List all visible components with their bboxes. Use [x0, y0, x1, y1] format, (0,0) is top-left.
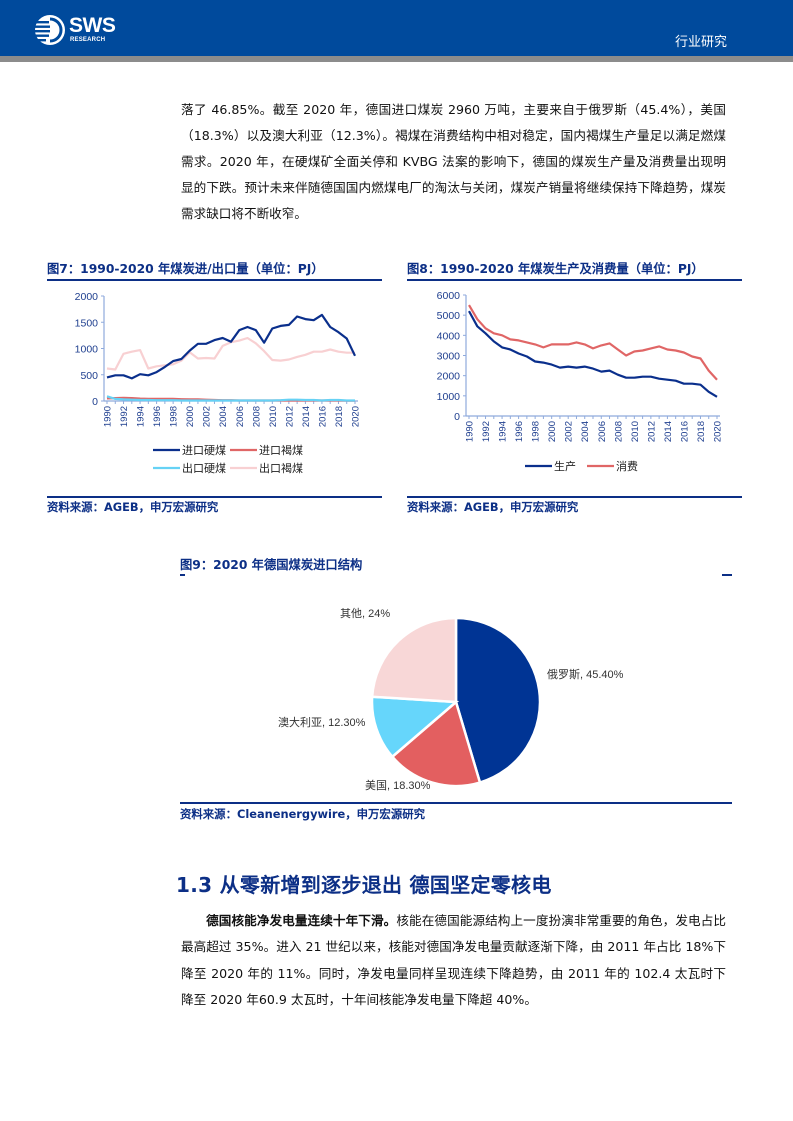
y-tick-label: 1000: [437, 391, 461, 403]
x-tick-label: 2000: [547, 421, 558, 442]
pie-label: 其他, 24%: [340, 607, 390, 620]
section-body-text: 核能在德国能源结构上一度扮演非常重要的角色，发电占比最高超过 35%。进入 21…: [181, 913, 727, 1007]
figure7-source-rule: [47, 496, 382, 498]
figure7-source: 资料来源：AGEB，申万宏源研究: [47, 500, 219, 514]
intro-text: 落了 46.85%。截至 2020 年，德国进口煤炭 2960 万吨，主要来自于…: [181, 102, 726, 221]
figure8-source: 资料来源：AGEB，申万宏源研究: [407, 500, 579, 514]
figure8-title-rule: [407, 279, 742, 281]
x-tick-label: 2008: [613, 421, 624, 442]
x-tick-label: 2004: [218, 406, 229, 427]
series-line: [468, 304, 718, 381]
pie-slice: [454, 616, 542, 785]
report-category: 行业研究: [674, 35, 727, 50]
figure9-title: 图9：2020 年德国煤炭进口结构: [180, 558, 363, 572]
x-tick-label: 2014: [301, 406, 312, 427]
figure9-rule-left: [180, 574, 185, 576]
logo-text: SWS: [69, 14, 116, 37]
x-tick-label: 2008: [251, 406, 262, 427]
series-line: [106, 313, 356, 380]
figure7-line-chart: 0 500 1000 1500 2000 1990 1992 1994 1996 1998 2000…: [75, 291, 362, 475]
x-tick-label: 2004: [580, 421, 591, 442]
figure9-source-rule: [180, 802, 732, 804]
header-stripe: [0, 56, 793, 62]
y-tick-label: 500: [80, 370, 98, 382]
x-tick-label: 2014: [663, 421, 674, 442]
x-tick-label: 1992: [119, 406, 130, 427]
figure7-chart: 0 500 1000 1500 2000 1990 1992 1994 1996 1998 2000…: [47, 285, 382, 494]
x-tick-label: 1994: [498, 421, 509, 442]
y-tick-label: 0: [92, 396, 98, 408]
pie-label: 美国, 18.30%: [365, 779, 431, 792]
pie-label: 澳大利亚, 12.30%: [278, 715, 366, 729]
series-line: [106, 395, 355, 402]
y-tick-label: 6000: [437, 290, 461, 302]
sws-logo-icon: [33, 15, 65, 45]
x-tick-label: 2016: [679, 421, 690, 442]
figure9-pie-chart: 俄罗斯, 45.40% 美国, 18.30% 澳大利亚, 12.30% 其他, 24%: [278, 607, 624, 792]
x-tick-label: 2020: [713, 421, 724, 442]
y-tick-label: 1000: [75, 344, 99, 356]
pie-label: 俄罗斯, 45.40%: [547, 668, 624, 681]
y-tick-label: 2000: [437, 371, 461, 383]
x-tick-label: 1996: [152, 406, 163, 427]
legend-label: 生产: [554, 459, 576, 473]
figure8-chart: 0 1000 2000 3000 4000 5000 6000 1990 1992 1994 199…: [407, 285, 742, 494]
sws-logo: SWS RESEARCH: [33, 13, 123, 47]
figure9-rule-right: [722, 574, 732, 576]
x-tick-label: 1998: [531, 421, 542, 442]
page-header: SWS RESEARCH 行业研究: [0, 0, 793, 56]
x-tick-label: 2018: [696, 421, 707, 442]
pie-slice: [390, 699, 482, 788]
pie-slice: [370, 695, 460, 759]
legend-label: 消费: [616, 459, 638, 473]
x-tick-label: 2018: [334, 406, 345, 427]
legend-label: 进口褐煤: [259, 443, 303, 457]
y-tick-label: 3000: [437, 351, 461, 363]
figure8-title: 图8：1990-2020 年煤炭生产及消费量（单位：PJ）: [407, 262, 704, 276]
series-line: [468, 310, 718, 398]
x-tick-label: 1996: [514, 421, 525, 442]
intro-paragraph: 落了 46.85%。截至 2020 年，德国进口煤炭 2960 万吨，主要来自于…: [181, 97, 726, 227]
y-tick-label: 0: [454, 411, 460, 423]
section-body: 德国核能净发电量连续十年下滑。核能在德国能源结构上一度扮演非常重要的角色，发电占…: [181, 908, 726, 1013]
x-tick-label: 2020: [351, 406, 362, 427]
x-tick-label: 2016: [317, 406, 328, 427]
x-tick-label: 2006: [235, 406, 246, 427]
y-tick-label: 5000: [437, 310, 461, 322]
legend-label: 出口褐煤: [259, 461, 303, 475]
figure7-title: 图7：1990-2020 年煤炭进/出口量（单位：PJ）: [47, 262, 324, 276]
figure8-line-chart: 0 1000 2000 3000 4000 5000 6000 1990 1992 1994 199…: [437, 290, 724, 473]
x-tick-label: 2002: [564, 421, 575, 442]
figure9-source: 资料来源：Cleanenergywire，申万宏源研究: [180, 807, 425, 821]
x-tick-label: 2000: [185, 406, 196, 427]
x-tick-label: 1990: [103, 406, 114, 427]
section-lead: 德国核能净发电量连续十年下滑。: [206, 913, 397, 928]
legend-label: 进口硬煤: [182, 444, 226, 457]
legend-label: 出口硬煤: [182, 461, 226, 475]
y-tick-label: 1500: [75, 317, 99, 329]
x-tick-label: 1990: [465, 421, 476, 442]
logo-subtext: RESEARCH: [70, 37, 106, 43]
x-tick-label: 2012: [646, 421, 657, 442]
y-tick-label: 2000: [75, 291, 99, 303]
x-tick-label: 1992: [481, 421, 492, 442]
x-tick-label: 2002: [202, 406, 213, 427]
y-tick-label: 4000: [437, 330, 461, 342]
x-tick-label: 1994: [136, 406, 147, 427]
figure8-source-rule: [407, 496, 742, 498]
x-tick-label: 2010: [268, 406, 279, 427]
figure9-chart: 俄罗斯, 45.40% 美国, 18.30% 澳大利亚, 12.30% 其他, 24%: [260, 595, 660, 804]
pie-slice: [370, 616, 458, 704]
x-tick-label: 2006: [597, 421, 608, 442]
x-tick-label: 2010: [630, 421, 641, 442]
x-tick-label: 1998: [169, 406, 180, 427]
x-tick-label: 2012: [284, 406, 295, 427]
section-heading: 1.3 从零新增到逐步退出 德国坚定零核电: [176, 873, 552, 897]
figure7-title-rule: [47, 279, 382, 281]
